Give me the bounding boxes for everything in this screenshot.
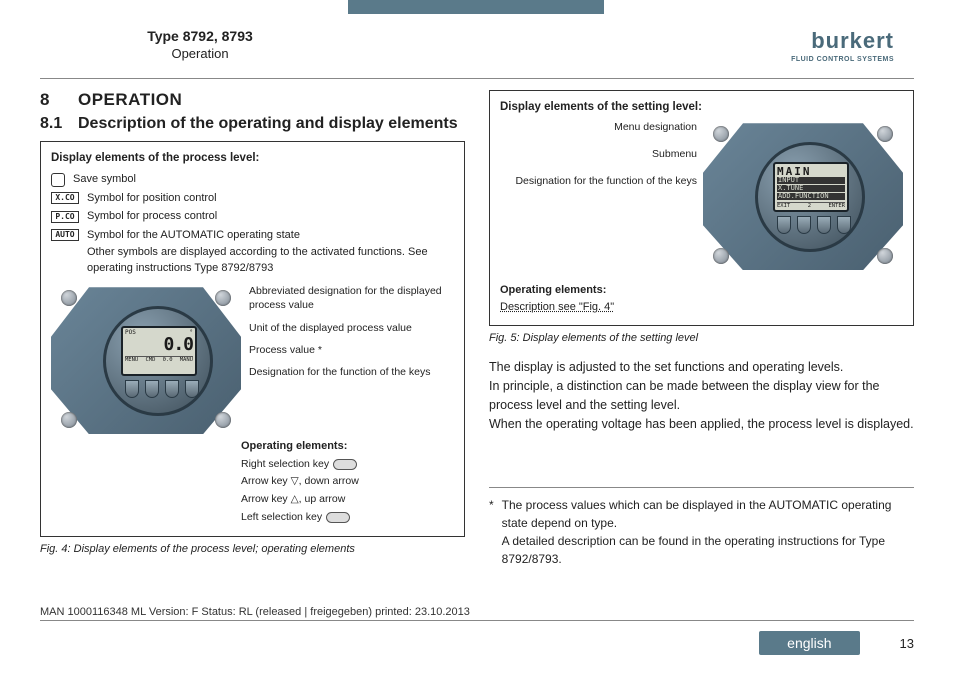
footer-metadata: MAN 1000116348 ML Version: F Status: RL …: [40, 606, 914, 621]
symbol-row: AUTO Symbol for the AUTOMATIC operating …: [51, 227, 454, 244]
subsection-heading: 8.1Description of the operating and disp…: [40, 114, 465, 133]
pco-icon: P.CO: [51, 211, 79, 223]
box2-title: Display elements of the setting level:: [500, 99, 903, 116]
fig5-caption: Fig. 5: Display elements of the setting …: [489, 332, 914, 344]
page-header: Type 8792, 8793 Operation burkert FLUID …: [0, 28, 954, 63]
left-column: 8OPERATION 8.1Description of the operati…: [40, 90, 465, 568]
symbol-row: X.CO Symbol for position control: [51, 190, 454, 207]
page-footer: english 13: [759, 631, 914, 655]
main-content: 8OPERATION 8.1Description of the operati…: [40, 90, 914, 568]
lcd-display: POS° 0.0 MENU CMD 0.0 MANU: [121, 326, 197, 376]
fig4-reference-link[interactable]: Description see "Fig. 4": [500, 301, 614, 313]
footnote-text: The process values which can be displaye…: [502, 496, 914, 568]
footnote-area: * The process values which can be displa…: [489, 487, 914, 568]
setting-level-box: Display elements of the setting level: M…: [489, 90, 914, 326]
symbol-row: P.CO Symbol for process control: [51, 208, 454, 225]
device-illustration-2: MAIN INPUT X.TUNE ADD.FUNCTION EXIT 2 EN…: [703, 120, 903, 270]
language-indicator: english: [759, 631, 859, 655]
brand-logo: burkert FLUID CONTROL SYSTEMS: [791, 28, 894, 63]
device-illustration: POS° 0.0 MENU CMD 0.0 MANU: [51, 284, 241, 434]
device-keys: [125, 380, 199, 398]
footnote-mark: *: [489, 496, 494, 568]
xco-icon: X.CO: [51, 192, 79, 204]
operating-elements: Operating elements: Right selection key …: [51, 438, 454, 526]
doc-subtitle: Operation: [60, 46, 340, 61]
device-figure-area: POS° 0.0 MENU CMD 0.0 MANU Abbre: [51, 284, 454, 434]
save-icon: [51, 173, 65, 187]
right-column: Display elements of the setting level: M…: [489, 90, 914, 568]
fig4-caption: Fig. 4: Display elements of the process …: [40, 543, 465, 555]
callout-labels: Abbreviated designation for the displaye…: [249, 284, 454, 387]
device-keys: [777, 216, 851, 234]
symbol-row: Save symbol: [51, 171, 454, 188]
selection-key-icon: [333, 459, 357, 470]
body-paragraph: The display is adjusted to the set funct…: [489, 358, 914, 433]
top-accent-bar: [348, 0, 604, 14]
selection-key-icon: [326, 512, 350, 523]
page-number: 13: [900, 636, 914, 651]
box1-title: Display elements of the process level:: [51, 150, 454, 167]
auto-icon: AUTO: [51, 229, 79, 241]
process-level-box: Display elements of the process level: S…: [40, 141, 465, 537]
doc-type: Type 8792, 8793: [60, 28, 340, 44]
section-heading: 8OPERATION: [40, 90, 465, 110]
header-rule: [40, 78, 914, 79]
box1-note: Other symbols are displayed according to…: [87, 245, 454, 276]
lcd-display-2: MAIN INPUT X.TUNE ADD.FUNCTION EXIT 2 EN…: [773, 162, 849, 212]
